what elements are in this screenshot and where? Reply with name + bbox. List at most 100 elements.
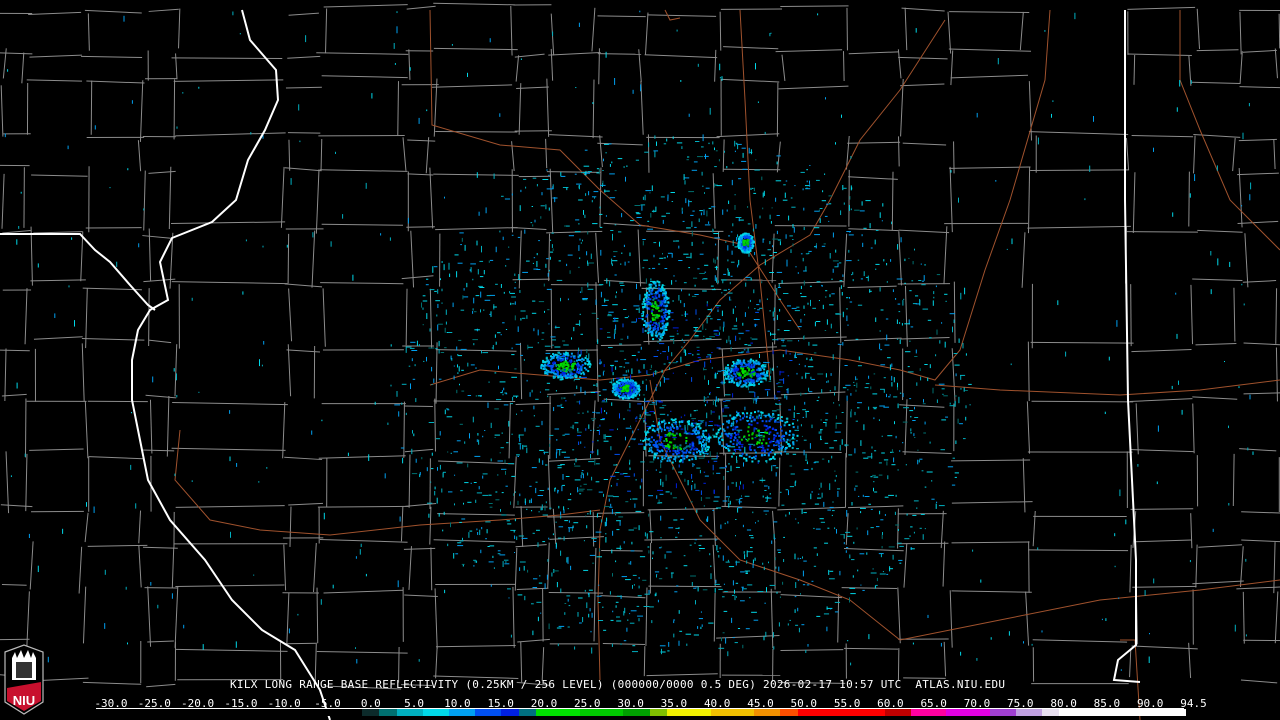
reflectivity-pixel	[763, 510, 769, 512]
reflectivity-pixel	[632, 89, 634, 94]
reflectivity-pixel	[441, 261, 443, 263]
reflectivity-pixel	[659, 471, 662, 473]
reflectivity-pixel	[894, 511, 896, 515]
reflectivity-pixel	[835, 249, 837, 253]
reflectivity-pixel	[742, 152, 744, 158]
reflectivity-pixel	[788, 215, 790, 221]
reflectivity-pixel	[485, 521, 491, 523]
reflectivity-pixel	[672, 447, 675, 450]
reflectivity-pixel	[478, 211, 480, 216]
reflectivity-pixel	[536, 261, 538, 267]
reflectivity-pixel	[549, 443, 551, 447]
reflectivity-pixel	[551, 369, 554, 372]
county-line	[284, 283, 323, 288]
reflectivity-pixel	[638, 443, 644, 445]
county-line	[286, 592, 290, 645]
reflectivity-pixel	[784, 448, 787, 450]
reflectivity-pixel	[198, 391, 200, 393]
county-line	[166, 396, 170, 457]
reflectivity-pixel	[514, 535, 516, 540]
reflectivity-pixel	[504, 392, 507, 394]
reflectivity-pixel	[923, 275, 925, 281]
reflectivity-pixel	[577, 359, 580, 361]
reflectivity-pixel	[359, 549, 361, 555]
reflectivity-pixel	[496, 399, 502, 401]
reflectivity-pixel	[969, 404, 971, 406]
reflectivity-pixel	[732, 428, 734, 431]
reflectivity-pixel	[730, 374, 733, 377]
reflectivity-pixel	[648, 283, 651, 286]
reflectivity-pixel	[752, 368, 754, 371]
county-line	[774, 284, 776, 345]
reflectivity-pixel	[751, 381, 754, 383]
reflectivity-pixel	[649, 327, 652, 329]
county-line	[597, 53, 642, 55]
reflectivity-pixel	[890, 259, 892, 262]
reflectivity-pixel	[727, 421, 730, 424]
reflectivity-pixel	[644, 437, 647, 440]
reflectivity-pixel	[624, 380, 627, 383]
reflectivity-pixel	[820, 435, 822, 441]
reflectivity-pixel	[505, 265, 507, 267]
reflectivity-pixel	[592, 419, 594, 422]
reflectivity-pixel	[681, 421, 684, 423]
reflectivity-pixel	[803, 449, 805, 456]
reflectivity-pixel	[815, 528, 821, 530]
reflectivity-pixel	[834, 386, 836, 391]
reflectivity-pixel	[870, 476, 873, 478]
reflectivity-pixel	[685, 456, 688, 459]
reflectivity-pixel	[668, 312, 671, 315]
reflectivity-pixel	[846, 308, 848, 310]
reflectivity-pixel	[958, 396, 960, 404]
reflectivity-pixel	[843, 542, 845, 545]
reflectivity-pixel	[731, 250, 733, 255]
reflectivity-pixel	[695, 327, 697, 332]
reflectivity-pixel	[716, 256, 718, 260]
reflectivity-pixel	[667, 650, 670, 652]
reflectivity-pixel	[138, 243, 140, 248]
reflectivity-pixel	[678, 245, 680, 249]
reflectivity-pixel	[803, 226, 805, 231]
reflectivity-pixel	[777, 414, 780, 417]
reflectivity-pixel	[229, 410, 231, 414]
reflectivity-pixel	[805, 410, 810, 412]
reflectivity-pixel	[616, 478, 619, 480]
reflectivity-pixel	[483, 270, 485, 275]
reflectivity-pixel	[613, 255, 616, 257]
reflectivity-pixel	[568, 368, 571, 371]
reflectivity-pixel	[559, 357, 562, 360]
reflectivity-pixel	[654, 287, 657, 289]
reflectivity-pixel	[411, 350, 418, 351]
reflectivity-pixel	[502, 236, 504, 241]
reflectivity-pixel	[736, 143, 742, 145]
reflectivity-pixel	[649, 461, 654, 463]
reflectivity-pixel	[648, 589, 650, 594]
reflectivity-pixel	[656, 444, 659, 447]
reflectivity-pixel	[658, 294, 661, 297]
reflectivity-pixel	[560, 403, 563, 405]
reflectivity-pixel	[748, 434, 751, 437]
reflectivity-pixel	[705, 439, 708, 442]
reflectivity-pixel	[702, 451, 705, 454]
reflectivity-pixel	[735, 433, 737, 436]
reflectivity-pixel	[599, 394, 602, 396]
reflectivity-pixel	[658, 401, 663, 403]
county-line	[408, 454, 411, 508]
reflectivity-pixel	[735, 535, 736, 537]
reflectivity-pixel	[504, 198, 511, 200]
reflectivity-pixel	[848, 454, 853, 456]
reflectivity-pixel	[692, 210, 695, 212]
reflectivity-pixel	[760, 411, 763, 414]
reflectivity-pixel	[612, 391, 615, 394]
reflectivity-pixel	[785, 441, 788, 444]
reflectivity-pixel	[680, 356, 682, 363]
reflectivity-pixel	[555, 390, 557, 392]
reflectivity-pixel	[457, 364, 458, 368]
reflectivity-pixel	[794, 185, 796, 187]
reflectivity-pixel	[708, 221, 710, 224]
reflectivity-pixel	[876, 526, 880, 528]
reflectivity-pixel	[735, 420, 738, 422]
reflectivity-pixel	[741, 368, 744, 371]
reflectivity-pixel	[863, 227, 867, 229]
reflectivity-pixel	[826, 381, 828, 383]
